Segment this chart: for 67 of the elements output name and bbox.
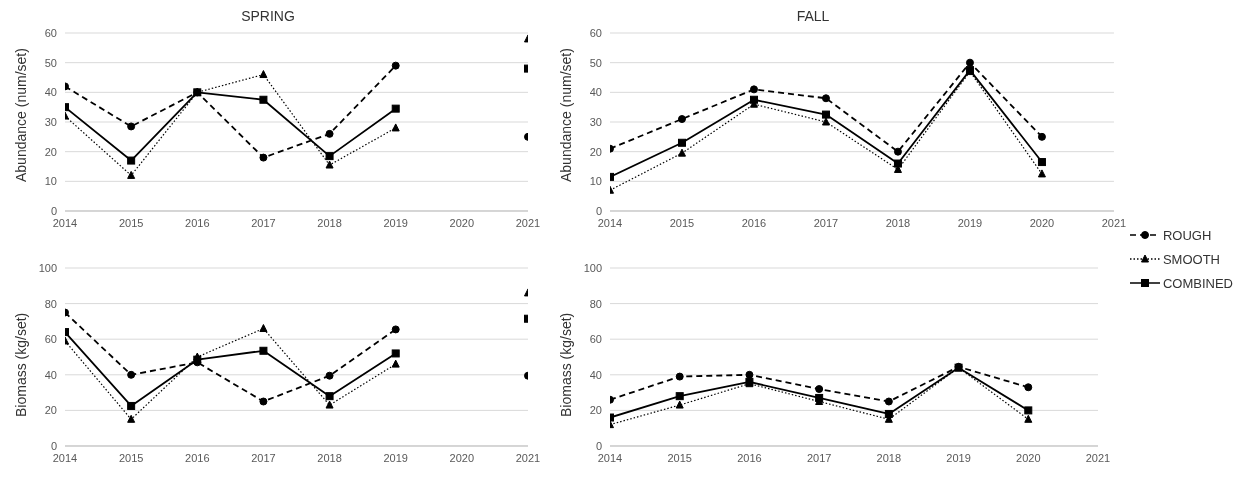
chart-title: SPRING bbox=[240, 8, 296, 26]
x-tick-label: 2016 bbox=[185, 216, 210, 229]
x-tick-label: 2016 bbox=[185, 451, 210, 464]
x-tick-label: 2018 bbox=[317, 451, 342, 464]
x-tick-label: 2017 bbox=[813, 216, 839, 229]
y-tick-label: 0 bbox=[595, 439, 602, 452]
x-tick-label: 2014 bbox=[52, 216, 78, 229]
y-tick-label: 100 bbox=[38, 261, 57, 274]
y-tick-label: 20 bbox=[589, 404, 602, 417]
chart-title: FALL bbox=[795, 8, 831, 26]
x-tick-label: 2017 bbox=[806, 451, 832, 464]
y-axis-title: Abundance (num/set) bbox=[557, 48, 574, 182]
y-tick-label: 60 bbox=[589, 26, 602, 39]
x-tick-label: 2019 bbox=[383, 216, 408, 229]
x-tick-label: 2014 bbox=[597, 216, 623, 229]
y-tick-label: 60 bbox=[44, 26, 57, 39]
y-tick-label: 40 bbox=[589, 368, 602, 381]
x-tick-label: 2018 bbox=[876, 451, 902, 464]
y-tick-label: 20 bbox=[589, 145, 602, 158]
y-tick-label: 80 bbox=[44, 297, 57, 310]
y-tick-label: 50 bbox=[589, 56, 602, 69]
x-tick-label: 2019 bbox=[957, 216, 983, 229]
y-tick-label: 100 bbox=[583, 261, 602, 274]
x-tick-label: 2017 bbox=[251, 216, 276, 229]
x-tick-label: 2021 bbox=[515, 451, 541, 464]
x-tick-label: 2014 bbox=[52, 451, 78, 464]
y-tick-label: 20 bbox=[44, 145, 57, 158]
x-tick-label: 2018 bbox=[317, 216, 342, 229]
x-tick-label: 2014 bbox=[597, 451, 623, 464]
x-tick-label: 2021 bbox=[1101, 216, 1127, 229]
y-axis-title: Biomass (kg/set) bbox=[557, 312, 574, 417]
x-tick-label: 2015 bbox=[667, 451, 692, 464]
x-tick-label: 2015 bbox=[669, 216, 695, 229]
y-tick-label: 0 bbox=[595, 204, 602, 217]
x-tick-label: 2016 bbox=[737, 451, 762, 464]
y-tick-label: 10 bbox=[44, 175, 57, 188]
legend-label: SMOOTH bbox=[1162, 251, 1220, 267]
x-tick-label: 2020 bbox=[449, 216, 475, 229]
x-tick-label: 2019 bbox=[946, 451, 971, 464]
y-tick-label: 30 bbox=[589, 115, 602, 128]
x-tick-label: 2019 bbox=[383, 451, 408, 464]
y-tick-label: 60 bbox=[44, 333, 57, 346]
y-tick-label: 30 bbox=[44, 115, 57, 128]
y-tick-label: 40 bbox=[589, 86, 602, 99]
x-tick-label: 2021 bbox=[515, 216, 541, 229]
y-tick-label: 0 bbox=[50, 204, 57, 217]
y-tick-label: 40 bbox=[44, 368, 57, 381]
x-tick-label: 2015 bbox=[118, 216, 144, 229]
x-tick-label: 2017 bbox=[251, 451, 276, 464]
y-axis-title: Abundance (num/set) bbox=[12, 48, 29, 182]
x-tick-label: 2018 bbox=[885, 216, 911, 229]
y-tick-label: 0 bbox=[50, 439, 57, 452]
y-tick-label: 40 bbox=[44, 86, 57, 99]
x-tick-label: 2015 bbox=[118, 451, 144, 464]
x-tick-label: 2020 bbox=[449, 451, 475, 464]
legend-label: COMBINED bbox=[1162, 275, 1233, 291]
y-tick-label: 50 bbox=[44, 56, 57, 69]
x-tick-label: 2020 bbox=[1016, 451, 1041, 464]
x-tick-label: 2016 bbox=[741, 216, 767, 229]
y-tick-label: 20 bbox=[44, 404, 57, 417]
x-tick-label: 2020 bbox=[1029, 216, 1055, 229]
x-tick-label: 2021 bbox=[1085, 451, 1111, 464]
y-tick-label: 60 bbox=[589, 333, 602, 346]
y-tick-label: 10 bbox=[589, 175, 602, 188]
y-axis-title: Biomass (kg/set) bbox=[12, 312, 29, 417]
y-tick-label: 80 bbox=[589, 297, 602, 310]
legend-label: ROUGH bbox=[1162, 227, 1212, 243]
